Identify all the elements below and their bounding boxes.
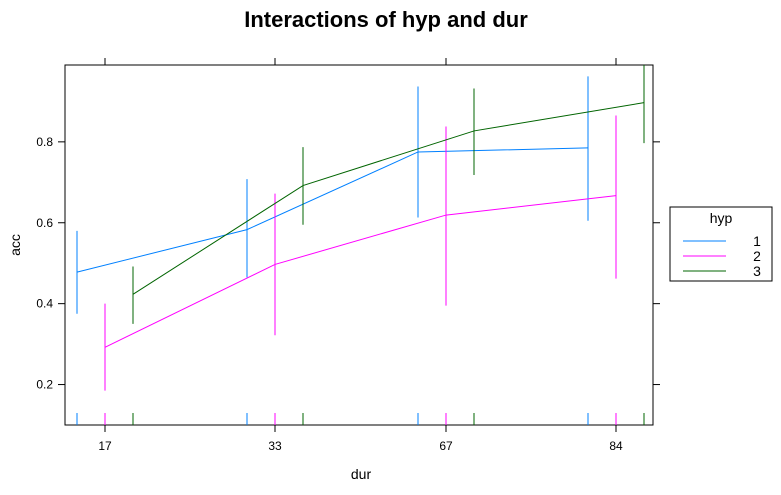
legend-title: hyp [710, 210, 733, 226]
y-axis-label: acc [7, 234, 23, 256]
legend-box [669, 206, 773, 282]
x-tick-label: 67 [439, 439, 453, 453]
x-axis-label: dur [351, 466, 372, 482]
x-tick-label: 84 [609, 439, 623, 453]
plot-frame [64, 64, 654, 426]
x-tick-label: 33 [268, 439, 282, 453]
legend-label-2: 2 [753, 248, 761, 264]
chart-title: Interactions of hyp and dur [244, 7, 528, 32]
legend-label-3: 3 [753, 263, 761, 279]
series-line-3 [132, 102, 645, 295]
y-tick-label: 0.8 [36, 135, 53, 149]
x-tick-label: 17 [98, 439, 112, 453]
plot-layer: 17 33 67 84 0.2 0.4 0.6 0.8 [36, 58, 660, 453]
y-tick-label: 0.4 [36, 297, 53, 311]
y-tick-label: 0.6 [36, 216, 53, 230]
legend: hyp 123 [669, 206, 773, 282]
series-line-1 [76, 147, 589, 273]
legend-label-1: 1 [753, 233, 761, 249]
series-line-2 [104, 195, 617, 348]
y-tick-label: 0.2 [36, 378, 53, 392]
